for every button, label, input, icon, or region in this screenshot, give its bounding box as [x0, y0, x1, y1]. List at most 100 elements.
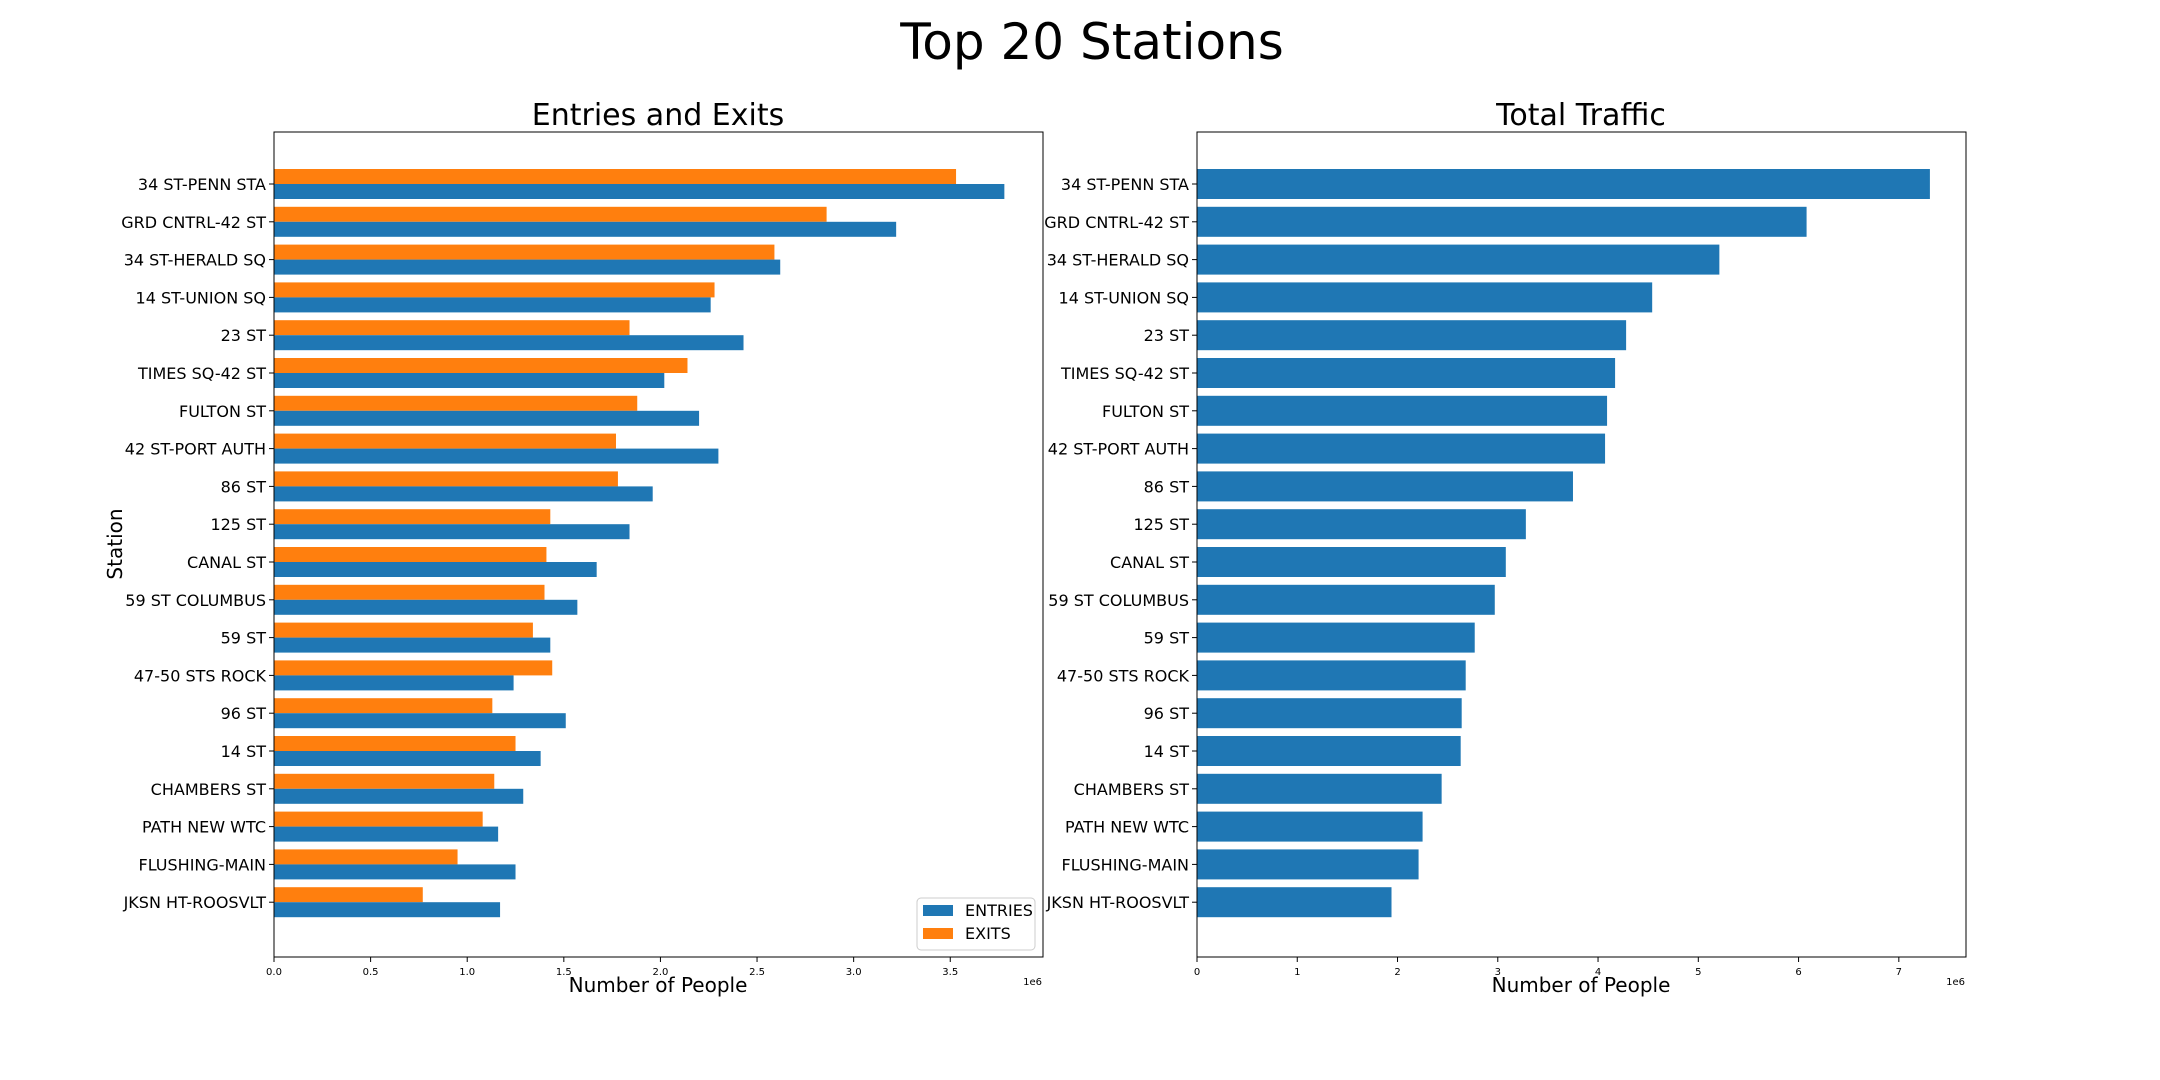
- entries-exits-bar-entries-path-new-wtc: [274, 826, 499, 842]
- total-traffic-bar-chambers-st: [1197, 773, 1442, 804]
- total-traffic-ytick-label-jksn-ht-roosvlt: JKSN HT-ROOSVLT: [1046, 893, 1190, 912]
- entries-exits-bar-exits-34-st-herald-sq: [274, 244, 775, 260]
- entries-exits-ylabel: Station: [103, 508, 127, 579]
- total-traffic-bar-times-sq-42-st: [1197, 358, 1616, 388]
- entries-exits-xtick-label-0: 0.0: [266, 967, 282, 978]
- entries-exits-ytick-label-flushing-main: FLUSHING-MAIN: [138, 855, 266, 874]
- total-traffic-ytick-label-14-st-union-sq: 14 ST-UNION SQ: [1059, 288, 1189, 307]
- total-traffic-ytick-label-23-st: 23 ST: [1144, 326, 1190, 345]
- entries-exits-xtick-label-7: 3.5: [942, 967, 958, 978]
- entries-exits-ytick-label-jksn-ht-roosvlt: JKSN HT-ROOSVLT: [123, 893, 267, 912]
- total-traffic-ytick-label-path-new-wtc: PATH NEW WTC: [1065, 818, 1189, 837]
- entries-exits-bar-exits-23-st: [274, 320, 630, 336]
- entries-exits-bar-entries-chambers-st: [274, 788, 524, 804]
- total-traffic-bar-47-50-sts-rock: [1197, 660, 1466, 691]
- entries-exits-xtick-label-4: 2.0: [652, 967, 668, 978]
- total-traffic-xtick-label-7: 7: [1896, 967, 1902, 978]
- entries-exits-bar-exits-14-st: [274, 736, 516, 751]
- entries-exits-ytick-label-96-st: 96 ST: [221, 704, 267, 723]
- total-traffic-xlabel: Number of People: [1492, 973, 1671, 997]
- entries-exits-bar-entries-125-st: [274, 524, 630, 540]
- entries-exits-bar-exits-96-st: [274, 698, 493, 714]
- entries-exits-bar-entries-jksn-ht-roosvlt: [274, 902, 501, 918]
- entries-exits-bar-entries-grd-cntrl-42-st: [274, 221, 897, 237]
- entries-exits-bar-exits-125-st: [274, 509, 551, 525]
- total-traffic-bars: [1197, 169, 1930, 918]
- entries-exits-bar-exits-86-st: [274, 471, 618, 487]
- total-traffic-ytick-label-47-50-sts-rock: 47-50 STS ROCK: [1057, 666, 1190, 685]
- entries-exits-chart: Entries and Exits 34 ST-PENN STA GRD CNTR…: [103, 98, 1044, 997]
- entries-exits-bar-exits-flushing-main: [274, 849, 458, 865]
- entries-exits-xtick-label-5: 2.5: [749, 967, 765, 978]
- entries-exits-bar-entries-47-50-sts-rock: [274, 675, 514, 691]
- entries-exits-bar-entries-96-st: [274, 713, 566, 729]
- entries-exits-bar-entries-34-st-penn-sta: [274, 184, 1005, 199]
- entries-exits-y-axis: 34 ST-PENN STA GRD CNTRL-42 ST 34 ST-HERAL…: [121, 175, 274, 912]
- entries-exits-bar-entries-59-st-columbus: [274, 599, 578, 615]
- total-traffic-ytick-label-times-sq-42-st: TIMES SQ-42 ST: [1060, 364, 1189, 383]
- entries-exits-bar-entries-14-st: [274, 751, 541, 766]
- entries-exits-bar-exits-times-sq-42-st: [274, 358, 688, 373]
- entries-exits-xtick-label-6: 3.0: [846, 967, 862, 978]
- entries-exits-xlabel: Number of People: [569, 973, 748, 997]
- total-traffic-ytick-label-14-st: 14 ST: [1144, 742, 1190, 761]
- total-traffic-xtick-label-4: 4: [1595, 967, 1601, 978]
- entries-exits-xtick-label-2: 1.0: [459, 967, 475, 978]
- total-traffic-bar-14-st-union-sq: [1197, 282, 1653, 313]
- legend-label-exits: EXITS: [965, 924, 1011, 943]
- entries-exits-ytick-label-path-new-wtc: PATH NEW WTC: [142, 818, 266, 837]
- entries-exits-bar-exits-fulton-st: [274, 395, 638, 411]
- entries-exits-ytick-label-14-st-union-sq: 14 ST-UNION SQ: [136, 288, 266, 307]
- entries-exits-ytick-label-canal-st: CANAL ST: [187, 553, 266, 572]
- entries-exits-title: Entries and Exits: [532, 98, 784, 133]
- total-traffic-bar-fulton-st: [1197, 395, 1608, 426]
- entries-exits-bar-exits-canal-st: [274, 547, 547, 562]
- total-traffic-bar-96-st: [1197, 698, 1462, 729]
- total-traffic-bar-59-st-columbus: [1197, 584, 1495, 615]
- total-traffic-bar-canal-st: [1197, 547, 1506, 577]
- total-traffic-bar-grd-cntrl-42-st: [1197, 206, 1807, 237]
- entries-exits-bars: [274, 169, 1005, 918]
- entries-exits-bar-exits-14-st-union-sq: [274, 282, 715, 298]
- legend-label-entries: ENTRIES: [965, 901, 1033, 920]
- total-traffic-frame: [1196, 131, 1967, 958]
- entries-exits-bar-exits-jksn-ht-roosvlt: [274, 887, 423, 903]
- total-traffic-xtick-label-3: 3: [1495, 967, 1501, 978]
- entries-exits-bar-exits-grd-cntrl-42-st: [274, 206, 827, 222]
- total-traffic-y-axis: 34 ST-PENN STA GRD CNTRL-42 ST 34 ST-HERAL…: [1044, 175, 1197, 912]
- total-traffic-xtick-label-0: 0: [1194, 967, 1200, 978]
- entries-exits-bar-exits-path-new-wtc: [274, 811, 483, 827]
- figure-title: Top 20 Stations: [899, 13, 1284, 71]
- entries-exits-bar-entries-59-st: [274, 637, 551, 653]
- total-traffic-bar-34-st-herald-sq: [1197, 244, 1720, 275]
- entries-exits-bar-entries-23-st: [274, 335, 744, 351]
- entries-exits-bar-exits-42-st-port-auth: [274, 433, 616, 449]
- entries-exits-bar-entries-34-st-herald-sq: [274, 259, 781, 275]
- entries-exits-bar-entries-flushing-main: [274, 864, 516, 880]
- total-traffic-ytick-label-96-st: 96 ST: [1144, 704, 1190, 723]
- total-traffic-bar-86-st: [1197, 471, 1573, 502]
- total-traffic-xtick-label-6: 6: [1795, 967, 1801, 978]
- total-traffic-ytick-label-59-st-columbus: 59 ST COLUMBUS: [1048, 591, 1189, 610]
- entries-exits-bar-entries-times-sq-42-st: [274, 373, 665, 388]
- entries-exits-ytick-label-59-st: 59 ST: [221, 629, 267, 648]
- entries-exits-bar-exits-34-st-penn-sta: [274, 169, 957, 184]
- legend-swatch-entries: [923, 905, 953, 916]
- legend-swatch-exits: [923, 928, 953, 939]
- entries-exits-ytick-label-fulton-st: FULTON ST: [179, 402, 266, 421]
- total-traffic-ytick-label-86-st: 86 ST: [1144, 477, 1190, 496]
- entries-exits-ytick-label-59-st-columbus: 59 ST COLUMBUS: [125, 591, 266, 610]
- total-traffic-ytick-label-grd-cntrl-42-st: GRD CNTRL-42 ST: [1044, 213, 1189, 232]
- entries-exits-bar-entries-86-st: [274, 486, 653, 502]
- entries-exits-bar-exits-59-st-columbus: [274, 584, 545, 600]
- entries-exits-bar-entries-fulton-st: [274, 410, 700, 426]
- entries-exits-ytick-label-125-st: 125 ST: [210, 515, 266, 534]
- entries-exits-ytick-label-23-st: 23 ST: [221, 326, 267, 345]
- total-traffic-ytick-label-34-st-herald-sq: 34 ST-HERALD SQ: [1047, 251, 1189, 270]
- entries-exits-bar-exits-chambers-st: [274, 773, 495, 789]
- total-traffic-offset-text: 1e6: [1946, 977, 1965, 988]
- total-traffic-ytick-label-125-st: 125 ST: [1133, 515, 1189, 534]
- entries-exits-bar-exits-47-50-sts-rock: [274, 660, 553, 676]
- total-traffic-ytick-label-42-st-port-auth: 42 ST-PORT AUTH: [1048, 440, 1189, 459]
